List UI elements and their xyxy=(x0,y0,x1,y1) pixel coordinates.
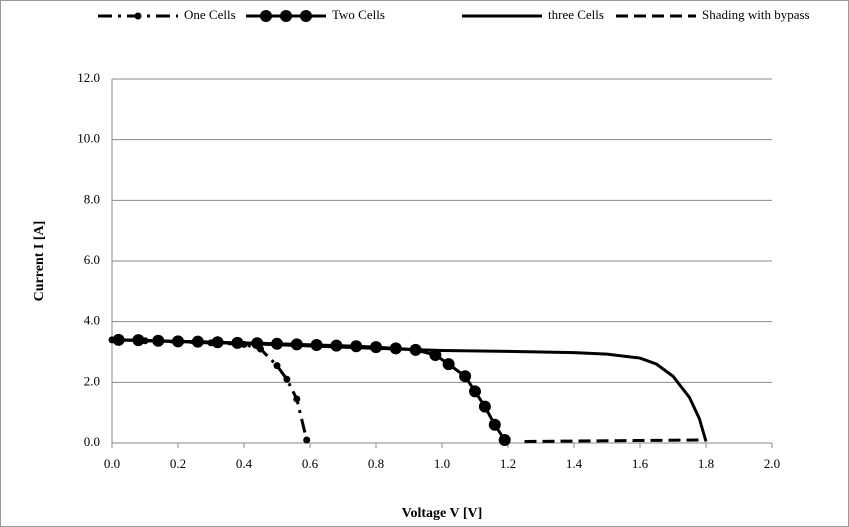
y-tick-label: 6.0 xyxy=(84,252,100,267)
x-tick-label: 0.6 xyxy=(302,456,319,471)
legend-label: Shading with bypass xyxy=(702,7,810,22)
x-tick-label: 2.0 xyxy=(764,456,780,471)
y-tick-label: 4.0 xyxy=(84,313,100,328)
x-axis-title: Voltage V [V] xyxy=(402,506,483,521)
legend-label: Two Cells xyxy=(332,7,385,22)
data-point xyxy=(274,362,281,369)
chart: Voltage V [V] Current I [A] 0.0 2.0 4.0 6.0… xyxy=(0,0,849,527)
page: Voltage V [V] Current I [A] 0.0 2.0 4.0 6.0… xyxy=(0,0,849,527)
x-tick-label: 1.0 xyxy=(434,456,450,471)
y-axis-title: Current I [A] xyxy=(32,221,47,302)
x-tick-label: 1.6 xyxy=(632,456,649,471)
y-tick-label: 12.0 xyxy=(77,70,100,85)
x-tick-label: 0.4 xyxy=(236,456,253,471)
legend-label: three Cells xyxy=(548,7,604,22)
y-tick-label: 8.0 xyxy=(84,191,100,206)
x-tick-label: 0.2 xyxy=(170,456,186,471)
data-point xyxy=(499,434,511,446)
x-tick-label: 0.0 xyxy=(104,456,120,471)
series-line xyxy=(525,440,707,442)
data-point xyxy=(459,370,471,382)
data-point xyxy=(303,436,310,443)
data-point xyxy=(469,385,481,397)
data-point xyxy=(283,376,290,383)
legend-marker xyxy=(280,10,292,22)
legend-label: One Cells xyxy=(184,7,236,22)
legend-marker xyxy=(135,13,142,20)
data-point xyxy=(293,396,300,403)
y-tick-label: 10.0 xyxy=(77,131,100,146)
x-tick-label: 1.8 xyxy=(698,456,714,471)
data-point xyxy=(443,358,455,370)
y-tick-label: 0.0 xyxy=(84,434,100,449)
legend-marker xyxy=(260,10,272,22)
y-tick-label: 2.0 xyxy=(84,373,100,388)
x-tick-label: 0.8 xyxy=(368,456,384,471)
legend-marker xyxy=(300,10,312,22)
data-point xyxy=(479,401,491,413)
data-point xyxy=(489,419,501,431)
x-tick-label: 1.4 xyxy=(566,456,583,471)
x-tick-label: 1.2 xyxy=(500,456,516,471)
